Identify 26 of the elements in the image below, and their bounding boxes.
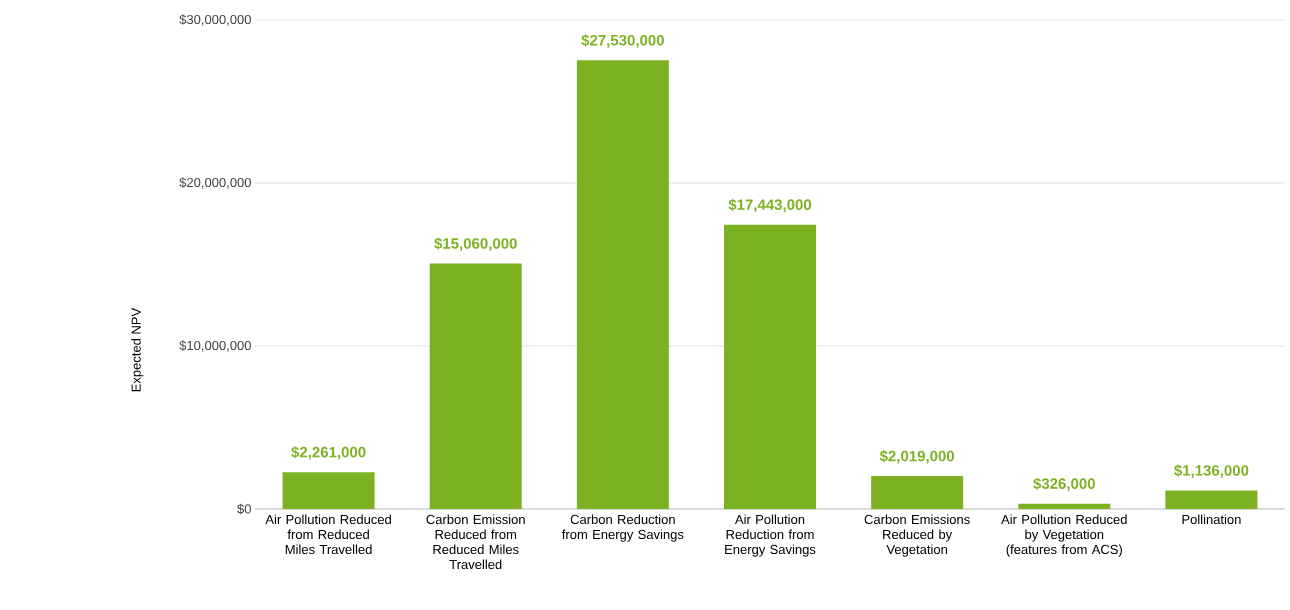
bar	[1165, 490, 1258, 509]
y-tick-label: $20,000,000	[179, 177, 251, 189]
x-tick-label: Air Pollution Reduced by Vegetation (features from ACS)	[1001, 514, 1127, 557]
data-label: $326,000	[1033, 477, 1095, 492]
x-tick-label: Carbon Emissions Reduced by Vegetation	[864, 514, 970, 557]
bar	[429, 263, 522, 509]
x-tick-label: Air Pollution Reduced from Reduced Miles Travelled	[265, 514, 391, 555]
bar	[576, 60, 669, 509]
y-tick-label: $0	[237, 503, 251, 515]
bar	[724, 224, 816, 509]
x-tick-label: Carbon Emission Reduced from Reduced Miles Travelled	[426, 514, 525, 570]
bar	[282, 472, 375, 509]
bar	[871, 476, 964, 509]
data-label: $17,443,000	[728, 198, 812, 213]
x-tick-label: Air Pollution Reduction from Energy Savings	[725, 514, 816, 557]
y-axis-title: Expected NPV	[131, 307, 144, 392]
x-tick-label: Carbon Reduction from Energy Savings	[561, 514, 684, 542]
data-label: $1,136,000	[1174, 464, 1249, 478]
bar	[1018, 503, 1111, 509]
data-label: $2,019,000	[879, 450, 955, 464]
data-label: $2,261,000	[291, 446, 366, 460]
x-tick-label: Pollination	[1182, 514, 1241, 525]
y-tick-label: $30,000,000	[179, 14, 251, 26]
data-label: $27,530,000	[581, 34, 664, 48]
y-tick-label: $10,000,000	[179, 340, 251, 352]
data-label: $15,060,000	[434, 237, 517, 251]
